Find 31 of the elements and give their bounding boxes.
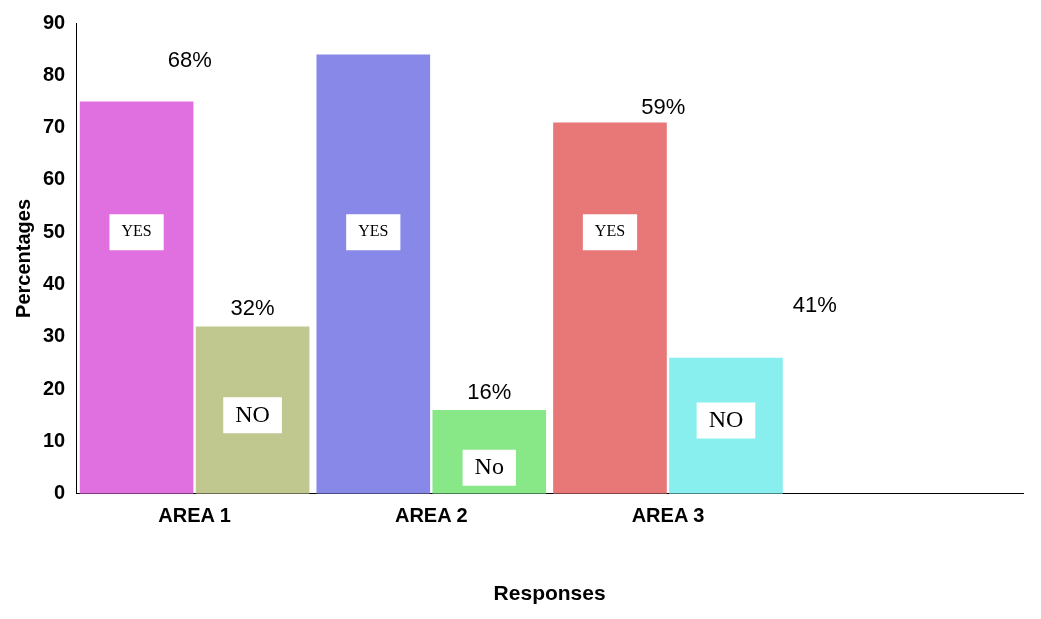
y-tick-label: 10: [43, 429, 66, 451]
y-axis-title: Percentages: [11, 198, 34, 318]
annotation: 59%: [641, 93, 686, 119]
y-tick-label: 90: [43, 10, 66, 33]
y-tick-label: 80: [43, 62, 66, 85]
annotation: No: [474, 452, 504, 479]
y-tick-label: 70: [43, 115, 66, 138]
annotation: YES: [594, 222, 626, 240]
x-tick-label: AREA 1: [158, 504, 231, 527]
y-tick-label: 40: [43, 272, 66, 295]
bar: [316, 54, 431, 494]
y-tick-label: 60: [43, 167, 66, 190]
annotation: YES: [358, 222, 389, 240]
bar: [669, 357, 783, 494]
annotation: NO: [235, 400, 270, 427]
y-tick-label: 30: [43, 324, 66, 347]
y-tick-label: 50: [43, 219, 66, 242]
x-tick-label: AREA 2: [394, 504, 468, 527]
y-tick-label: 20: [43, 376, 66, 399]
annotation: YES: [121, 222, 152, 240]
annotation: NO: [708, 405, 744, 432]
bar: [79, 101, 194, 494]
y-tick-label: 0: [54, 481, 66, 504]
x-axis-title: Responses: [493, 581, 606, 605]
bar: [195, 326, 310, 494]
annotation: 68%: [167, 46, 212, 72]
annotation: 41%: [792, 291, 837, 317]
data-label: 32%: [230, 295, 275, 321]
data-label: 16%: [467, 379, 512, 405]
bar: [553, 122, 667, 494]
x-tick-label: AREA 3: [631, 504, 705, 527]
